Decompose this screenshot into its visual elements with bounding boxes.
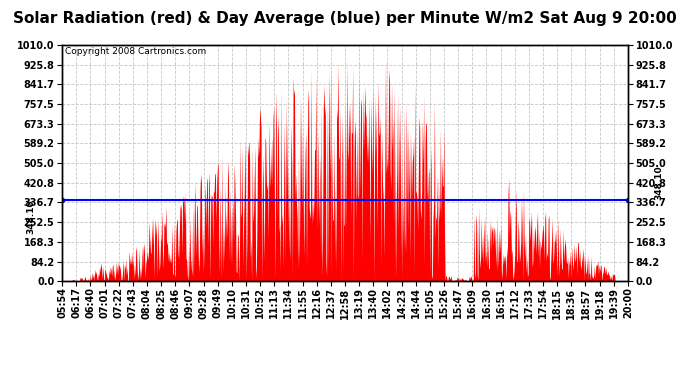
Text: 348.10: 348.10 xyxy=(655,165,664,200)
Text: 348.10: 348.10 xyxy=(26,200,35,234)
Text: Copyright 2008 Cartronics.com: Copyright 2008 Cartronics.com xyxy=(65,47,206,56)
Text: Solar Radiation (red) & Day Average (blue) per Minute W/m2 Sat Aug 9 20:00: Solar Radiation (red) & Day Average (blu… xyxy=(13,11,677,26)
